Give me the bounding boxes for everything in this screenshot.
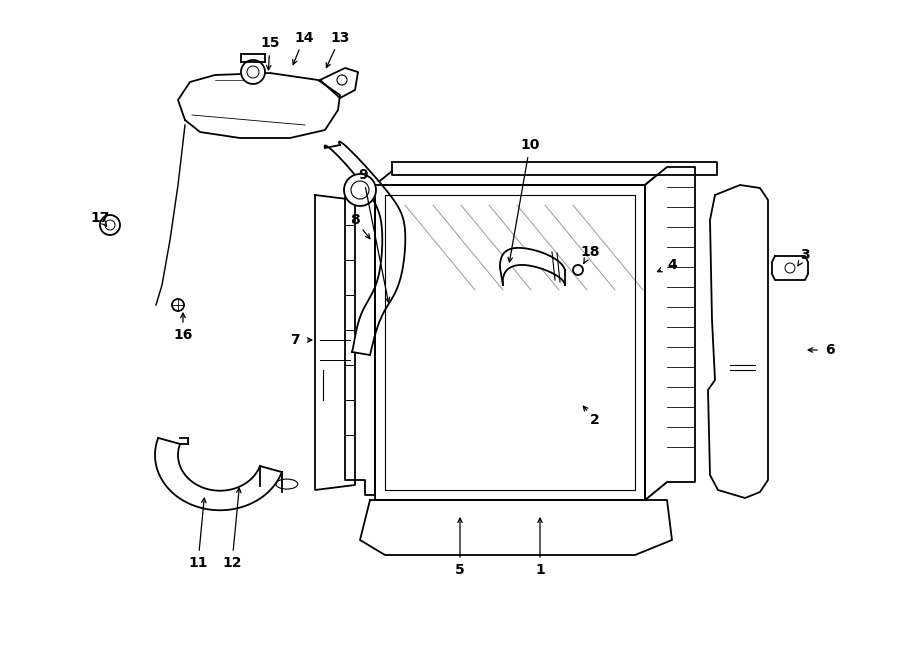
- Polygon shape: [360, 500, 672, 555]
- Text: 15: 15: [260, 36, 280, 50]
- Text: 13: 13: [330, 31, 350, 45]
- Polygon shape: [500, 248, 565, 285]
- Polygon shape: [155, 438, 282, 510]
- Polygon shape: [178, 73, 340, 138]
- Polygon shape: [345, 190, 375, 495]
- Polygon shape: [320, 68, 358, 98]
- Text: 18: 18: [580, 245, 599, 259]
- Text: 2: 2: [590, 413, 600, 427]
- Polygon shape: [645, 167, 695, 500]
- Text: 16: 16: [174, 328, 193, 342]
- Circle shape: [573, 265, 583, 275]
- Polygon shape: [315, 195, 355, 490]
- Polygon shape: [325, 141, 405, 355]
- Text: 6: 6: [825, 343, 835, 357]
- Text: 10: 10: [520, 138, 540, 152]
- Text: 17: 17: [90, 211, 110, 225]
- Polygon shape: [708, 185, 768, 498]
- Circle shape: [172, 299, 184, 311]
- Circle shape: [241, 60, 265, 84]
- Text: 12: 12: [222, 556, 242, 570]
- Polygon shape: [392, 162, 717, 175]
- Polygon shape: [375, 185, 645, 500]
- Text: 11: 11: [188, 556, 208, 570]
- Circle shape: [785, 263, 795, 273]
- Polygon shape: [375, 167, 667, 185]
- Polygon shape: [772, 256, 808, 280]
- Text: 8: 8: [350, 213, 360, 227]
- Text: 1: 1: [536, 563, 544, 577]
- Circle shape: [344, 174, 376, 206]
- Text: 9: 9: [358, 168, 368, 182]
- Polygon shape: [645, 167, 667, 500]
- Text: 7: 7: [290, 333, 300, 347]
- Text: 3: 3: [800, 248, 810, 262]
- Circle shape: [100, 215, 120, 235]
- Text: 5: 5: [455, 563, 465, 577]
- Text: 14: 14: [294, 31, 314, 45]
- Text: 4: 4: [667, 258, 677, 272]
